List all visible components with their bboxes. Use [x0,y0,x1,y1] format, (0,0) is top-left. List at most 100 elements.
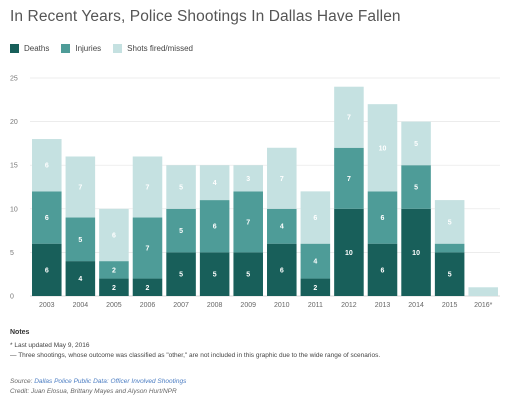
x-tick-label-2010: 2010 [274,302,290,309]
bar-deaths-2008 [199,252,230,296]
bar-shots-2008 [199,165,230,201]
x-tick-label-2006: 2006 [140,302,156,309]
data-label-injuries-2003: 6 [45,215,49,222]
data-label-injuries-2012: 7 [347,176,351,183]
data-label-shots-2007: 5 [179,185,183,192]
bar-deaths-2012 [334,208,364,296]
bar-injuries-2015 [434,243,465,253]
source-line: Source: Dallas Police Public Data: Offic… [10,378,186,385]
data-label-shots-2014: 5 [414,141,418,148]
data-label-injuries-2006: 7 [146,246,150,253]
legend-item-deaths: Deaths [10,44,49,53]
data-label-shots-2010: 7 [280,176,284,183]
note-other-shootings: — Three shootings, whose outcome was cla… [10,352,381,359]
data-label-deaths-2012: 10 [345,250,353,257]
data-label-shots-2006: 7 [146,185,150,192]
data-label-deaths-2003: 6 [45,267,49,274]
bar-injuries-2009 [233,191,263,253]
legend-label-shots: Shots fired/missed [127,44,193,53]
data-label-deaths-2004: 4 [78,276,82,283]
source-link[interactable]: Dallas Police Public Data: Officer Invol… [34,378,187,385]
bar-deaths-2006 [132,278,163,296]
legend-swatch-injuries [61,44,71,53]
bar-deaths-2003 [32,243,62,296]
data-label-deaths-2008: 5 [213,272,217,279]
bar-shots-2016* [468,287,498,296]
bar-deaths-2010 [267,243,297,296]
data-label-deaths-2007: 5 [179,272,183,279]
bar-shots-2004 [65,156,96,218]
bar-deaths-2013 [367,243,398,296]
data-label-deaths-2014: 10 [412,250,420,257]
bar-shots-2006 [132,156,163,218]
y-tick-label-0: 0 [10,294,14,301]
bar-shots-2005 [99,208,129,262]
data-label-shots-2009: 3 [246,176,250,183]
data-label-deaths-2015: 5 [448,272,452,279]
data-label-injuries-2004: 5 [78,237,82,244]
bar-injuries-2011 [300,243,331,279]
footer: Source: Dallas Police Public Data: Offic… [10,378,186,398]
credit-line: Credit: Juan Elosua, Brittany Mayes and … [10,388,177,395]
bar-deaths-2014 [401,208,431,296]
y-tick-label-10: 10 [10,206,18,213]
x-tick-label-2004: 2004 [73,302,89,309]
x-tick-label-2016*: 2016* [474,302,493,309]
data-label-shots-2005: 6 [112,232,116,239]
bar-shots-2015 [434,200,465,244]
data-label-deaths-2011: 2 [313,285,317,292]
bar-injuries-2007 [166,208,196,253]
bar-injuries-2008 [199,200,230,253]
bar-deaths-2015 [434,252,465,296]
data-label-injuries-2008: 6 [213,224,217,231]
x-tick-label-2005: 2005 [106,302,122,309]
data-label-deaths-2009: 5 [246,272,250,279]
data-label-shots-2012: 7 [347,115,351,122]
data-label-injuries-2005: 2 [112,267,116,274]
legend-item-shots: Shots fired/missed [113,44,193,53]
data-label-injuries-2009: 7 [246,219,250,226]
data-label-shots-2003: 6 [45,163,49,170]
data-label-injuries-2013: 6 [381,215,385,222]
bar-injuries-2005 [99,261,129,279]
legend-label-injuries: Injuries [75,44,102,53]
data-label-shots-2008: 4 [213,180,217,187]
data-label-deaths-2010: 6 [280,267,284,274]
x-tick-label-2015: 2015 [442,302,458,309]
bar-shots-2011 [300,191,331,244]
x-tick-label-2008: 2008 [207,302,223,309]
bar-injuries-2013 [367,191,398,244]
legend: Deaths Injuries Shots fired/missed [10,44,205,53]
data-label-injuries-2007: 5 [179,228,183,235]
data-label-deaths-2013: 6 [381,267,385,274]
data-label-injuries-2011: 4 [313,259,317,266]
x-tick-label-2003: 2003 [39,302,55,309]
bar-shots-2012 [334,86,364,148]
bar-injuries-2003 [32,191,62,244]
legend-swatch-deaths [10,44,19,53]
bar-deaths-2011 [300,278,331,296]
legend-item-injuries: Injuries [61,44,101,53]
bar-injuries-2004 [65,217,96,262]
legend-label-deaths: Deaths [24,44,50,53]
y-tick-label-15: 15 [10,163,18,170]
data-label-injuries-2014: 5 [414,185,418,192]
y-tick-label-5: 5 [10,250,14,257]
y-tick-label-25: 25 [10,76,18,83]
bar-shots-2010 [267,147,297,209]
x-tick-label-2013: 2013 [375,302,391,309]
bar-shots-2003 [32,139,62,192]
x-tick-label-2012: 2012 [341,302,357,309]
y-tick-label-20: 20 [10,119,18,126]
data-label-shots-2004: 7 [78,185,82,192]
bar-deaths-2007 [166,252,196,296]
bar-injuries-2010 [267,208,297,244]
bar-deaths-2004 [65,261,96,296]
bar-injuries-2014 [401,165,431,209]
x-tick-label-2007: 2007 [173,302,189,309]
data-label-injuries-2010: 4 [280,224,284,231]
source-prefix: Source: [10,378,35,385]
bar-shots-2014 [401,121,431,166]
data-label-shots-2011: 6 [313,215,317,222]
x-tick-label-2009: 2009 [240,302,256,309]
